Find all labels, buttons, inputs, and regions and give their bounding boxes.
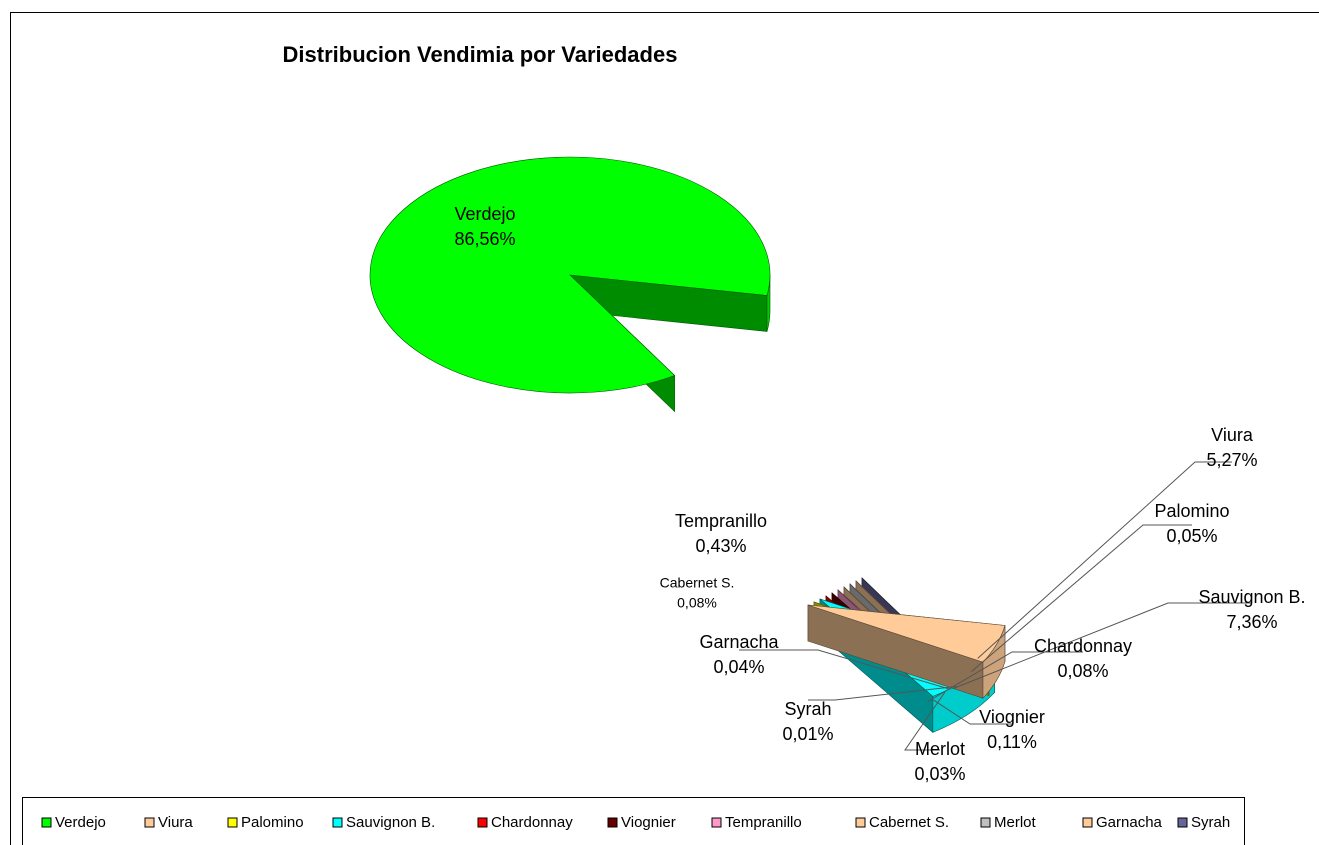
data-label-value: 0,03%: [914, 764, 965, 784]
leader-line: [932, 698, 1012, 725]
data-label-name: Garnacha: [699, 632, 779, 652]
legend-swatch: [332, 817, 343, 828]
data-label-value: 0,01%: [782, 724, 833, 744]
legend-label: Garnacha: [1096, 814, 1163, 831]
data-label-name: Chardonnay: [1034, 636, 1132, 656]
legend-swatch: [144, 817, 155, 828]
data-label-name: Sauvignon B.: [1198, 587, 1305, 607]
data-label-name: Viognier: [979, 707, 1045, 727]
legend-label: Viura: [158, 814, 193, 831]
data-label-name: Syrah: [784, 699, 831, 719]
data-label-name: Viura: [1211, 425, 1254, 445]
slice: [807, 604, 1006, 699]
legend-swatch: [227, 817, 238, 828]
legend-label: Syrah: [1191, 814, 1230, 831]
legend-swatch: [607, 817, 618, 828]
slice: [369, 156, 771, 394]
legend-swatch: [41, 817, 52, 828]
data-label-value: 0,11%: [987, 732, 1037, 752]
slice: [369, 156, 771, 413]
legend-swatch: [855, 817, 866, 828]
legend-label: Palomino: [241, 814, 304, 831]
leader-line: [977, 461, 1232, 659]
legend-label: Merlot: [994, 814, 1037, 831]
legend-label: Viognier: [621, 814, 676, 831]
data-label-value: 5,27%: [1206, 450, 1257, 470]
leader-line: [739, 649, 951, 690]
leader-line: [904, 691, 946, 751]
data-label-value: 0,05%: [1166, 526, 1217, 546]
data-label-value: 0,08%: [1057, 661, 1108, 681]
legend-swatch: [1082, 817, 1093, 828]
data-label-name: Tempranillo: [675, 511, 767, 531]
legend-swatch: [980, 817, 991, 828]
leader-line: [971, 524, 1192, 672]
legend-box: [22, 797, 1245, 845]
legend-label: Cabernet S.: [869, 814, 949, 831]
legend-label: Verdejo: [55, 814, 106, 831]
data-label-value: 0,43%: [695, 536, 746, 556]
leader-line: [926, 651, 1083, 703]
chart-title: Distribucion Vendimia por Variedades: [283, 42, 678, 67]
legend-swatch: [1177, 817, 1188, 828]
data-label-name: Merlot: [915, 739, 965, 759]
data-label-name: Cabernet S.: [660, 575, 735, 591]
data-label-name: Verdejo: [454, 204, 515, 224]
data-label-value: 86,56%: [454, 229, 515, 249]
legend-swatch: [477, 817, 488, 828]
legend-label: Tempranillo: [725, 814, 802, 831]
leader-line: [952, 602, 1252, 690]
legend-label: Sauvignon B.: [346, 814, 435, 831]
legend-label: Chardonnay: [491, 814, 573, 831]
data-label-value: 0,04%: [713, 657, 764, 677]
data-label-value: 7,36%: [1226, 612, 1277, 632]
data-label-name: Palomino: [1154, 501, 1229, 521]
leader-line: [808, 685, 957, 701]
data-label-value: 0,08%: [677, 594, 717, 610]
legend-swatch: [711, 817, 722, 828]
